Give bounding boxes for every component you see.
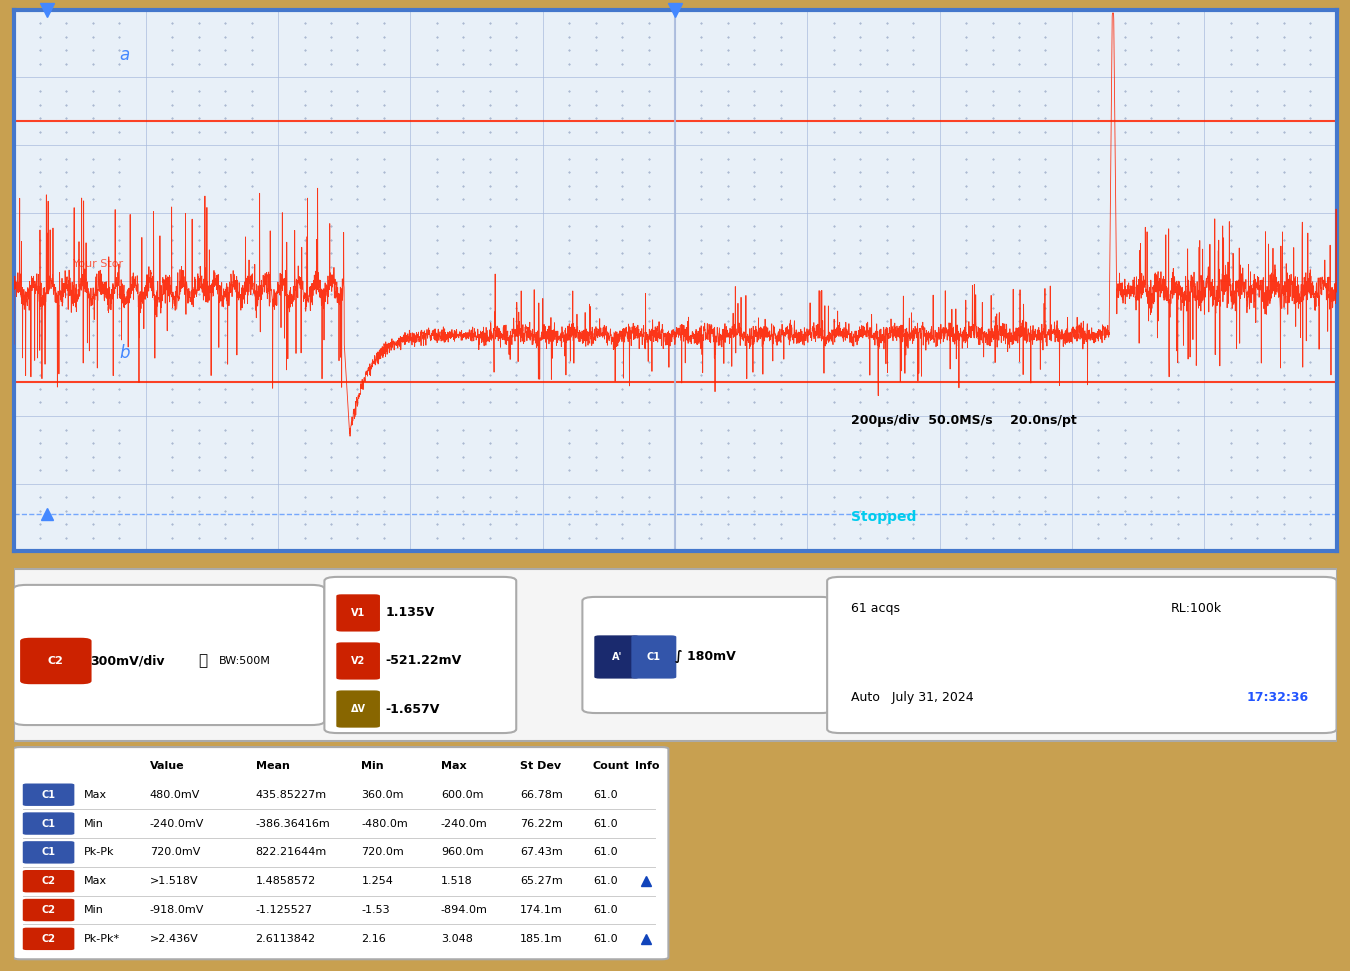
Text: Stopped: Stopped [850,510,917,523]
Text: -894.0m: -894.0m [441,905,487,915]
Text: >1.518V: >1.518V [150,876,198,887]
Text: 61.0: 61.0 [593,848,617,857]
Text: RL:100k: RL:100k [1170,602,1222,616]
FancyBboxPatch shape [23,927,74,950]
Text: -1.125527: -1.125527 [255,905,313,915]
Text: 61.0: 61.0 [593,789,617,800]
Text: Min: Min [362,761,383,771]
Text: C1: C1 [647,652,662,662]
Text: Value: Value [150,761,185,771]
Text: 61.0: 61.0 [593,934,617,944]
Text: C2: C2 [42,876,55,887]
Text: -240.0m: -240.0m [441,819,487,828]
Text: 300mV/div: 300mV/div [90,654,165,667]
Text: Max: Max [441,761,467,771]
Text: a: a [119,47,130,64]
Text: A': A' [612,652,622,662]
FancyBboxPatch shape [23,870,74,892]
Text: >2.436V: >2.436V [150,934,198,944]
Text: Info: Info [636,761,660,771]
Text: C1: C1 [42,789,55,800]
Text: 1.254: 1.254 [362,876,393,887]
Text: 1.4858572: 1.4858572 [255,876,316,887]
Text: V1: V1 [351,608,366,618]
Text: 17:32:36: 17:32:36 [1246,690,1308,704]
FancyBboxPatch shape [632,635,676,679]
Text: 2.16: 2.16 [362,934,386,944]
Text: 185.1m: 185.1m [520,934,563,944]
Text: 61.0: 61.0 [593,905,617,915]
Text: -240.0mV: -240.0mV [150,819,204,828]
Text: 822.21644m: 822.21644m [255,848,327,857]
Text: St Dev: St Dev [520,761,562,771]
Text: 720.0mV: 720.0mV [150,848,200,857]
Text: 1.135V: 1.135V [385,607,435,619]
Text: 66.78m: 66.78m [520,789,563,800]
Text: Min: Min [84,819,104,828]
Text: 720.0m: 720.0m [362,848,404,857]
Text: Pk-Pk: Pk-Pk [84,848,115,857]
Text: 61 acqs: 61 acqs [850,602,900,616]
FancyBboxPatch shape [582,597,834,713]
Text: 65.27m: 65.27m [520,876,563,887]
Text: Your Stor: Your Stor [73,259,123,269]
Text: C1: C1 [42,819,55,828]
Text: 1.518: 1.518 [441,876,472,887]
Text: 174.1m: 174.1m [520,905,563,915]
Text: Max: Max [84,789,107,800]
Text: V2: V2 [351,656,366,666]
Text: 61.0: 61.0 [593,876,617,887]
Text: Mean: Mean [255,761,289,771]
Text: -1.53: -1.53 [362,905,390,915]
Text: ΔV: ΔV [351,704,366,714]
Text: -1.657V: -1.657V [385,703,440,716]
Text: 2.6113842: 2.6113842 [255,934,316,944]
Text: 3.048: 3.048 [441,934,472,944]
FancyBboxPatch shape [324,577,516,733]
FancyBboxPatch shape [336,643,379,680]
Text: 76.22m: 76.22m [520,819,563,828]
Text: -918.0mV: -918.0mV [150,905,204,915]
Text: ⎊: ⎊ [198,653,208,668]
FancyBboxPatch shape [20,638,92,685]
Text: C2: C2 [42,905,55,915]
FancyBboxPatch shape [23,813,74,835]
FancyBboxPatch shape [23,784,74,806]
Text: 200µs/div  50.0MS/s    20.0ns/pt: 200µs/div 50.0MS/s 20.0ns/pt [850,415,1077,427]
Text: Pk-Pk*: Pk-Pk* [84,934,120,944]
Text: -480.0m: -480.0m [362,819,408,828]
Text: 600.0m: 600.0m [441,789,483,800]
Text: Max: Max [84,876,107,887]
FancyBboxPatch shape [23,899,74,921]
FancyBboxPatch shape [14,747,668,959]
Text: 435.85227m: 435.85227m [255,789,327,800]
FancyBboxPatch shape [336,690,379,727]
Text: -386.36416m: -386.36416m [255,819,331,828]
FancyBboxPatch shape [14,585,324,725]
Text: -521.22mV: -521.22mV [385,654,462,667]
Text: C2: C2 [42,934,55,944]
Text: Count: Count [593,761,629,771]
Text: BW:500M: BW:500M [219,656,270,666]
FancyBboxPatch shape [336,594,379,631]
Text: 61.0: 61.0 [593,819,617,828]
FancyBboxPatch shape [23,841,74,863]
Text: b: b [119,345,130,362]
Text: ∫ 180mV: ∫ 180mV [675,651,736,663]
Text: 480.0mV: 480.0mV [150,789,200,800]
Text: Auto   July 31, 2024: Auto July 31, 2024 [850,690,973,704]
Text: 360.0m: 360.0m [362,789,404,800]
Text: C1: C1 [42,848,55,857]
Text: 67.43m: 67.43m [520,848,563,857]
FancyBboxPatch shape [828,577,1336,733]
Text: C2: C2 [47,656,63,666]
FancyBboxPatch shape [14,569,1336,741]
Text: Min: Min [84,905,104,915]
FancyBboxPatch shape [594,635,640,679]
Text: 960.0m: 960.0m [441,848,483,857]
